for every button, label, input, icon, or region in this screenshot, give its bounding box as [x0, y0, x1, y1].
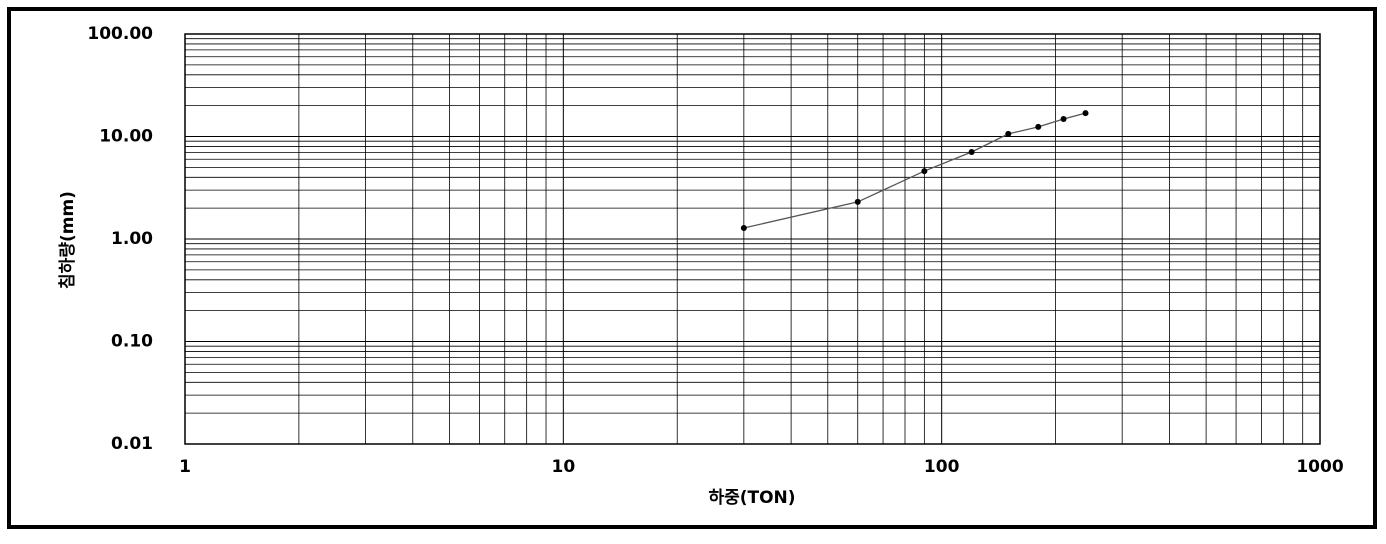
plot-area: [184, 33, 1321, 445]
data-point: [1082, 110, 1089, 117]
x-tick-label: 1000: [1296, 457, 1343, 477]
data-point: [740, 225, 747, 232]
x-tick-label: 1: [179, 457, 191, 477]
x-tick-label: 100: [924, 457, 960, 477]
data-point: [854, 198, 861, 205]
y-tick-label: 1.00: [111, 229, 153, 249]
y-tick-label: 10.00: [99, 127, 153, 147]
data-point: [968, 148, 975, 155]
data-line: [743, 112, 1086, 229]
data-point: [1035, 123, 1042, 130]
x-axis-label: 하중(TON): [708, 488, 795, 508]
y-tick-label: 100.00: [87, 24, 153, 44]
y-tick-label: 0.01: [111, 434, 153, 454]
data-point: [1005, 130, 1012, 137]
frame: [7, 7, 1377, 529]
x-tick-label: 10: [551, 457, 575, 477]
y-axis-label: 침하량(mm): [57, 191, 78, 289]
data-point: [1060, 116, 1067, 123]
y-tick-label: 0.10: [111, 332, 153, 352]
data-point: [921, 168, 928, 175]
